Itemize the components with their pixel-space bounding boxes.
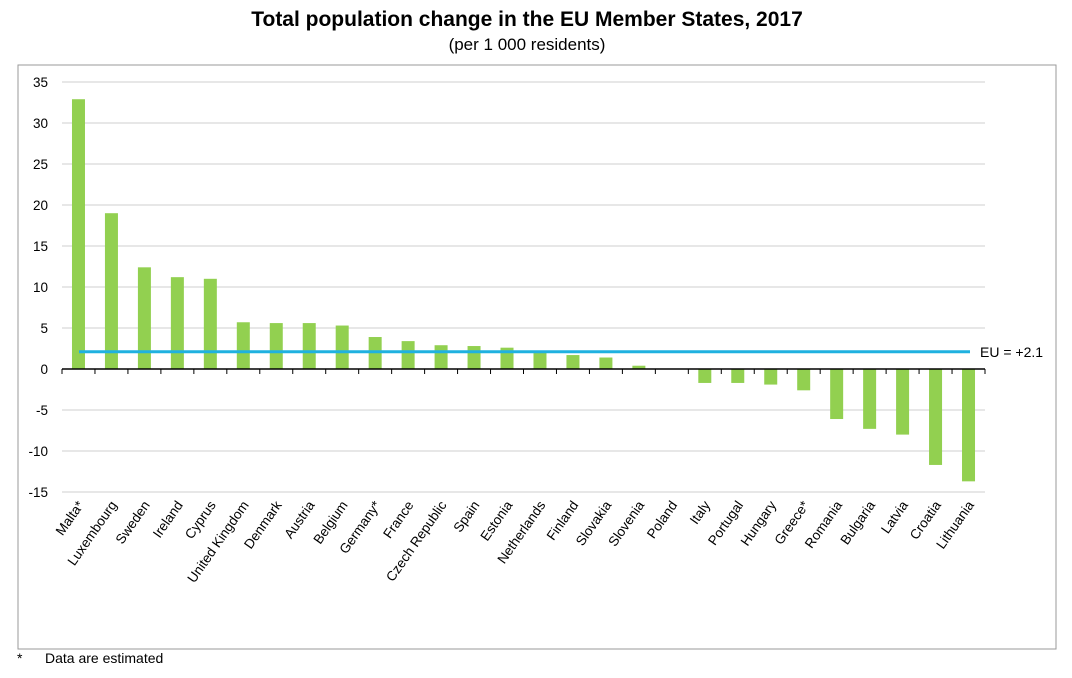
bar: [104, 213, 118, 369]
bar: [632, 365, 646, 369]
y-tick-label: 25: [33, 157, 48, 172]
bar: [170, 277, 184, 369]
chart-title: Total population change in the EU Member…: [251, 8, 803, 31]
bar: [929, 369, 943, 465]
chart-subtitle: (per 1 000 residents): [448, 35, 606, 54]
footnote-mark: *: [17, 650, 23, 666]
bar: [236, 322, 250, 369]
x-axis: [61, 368, 986, 374]
bar: [566, 355, 580, 369]
bar: [137, 267, 151, 369]
bar: [302, 323, 316, 369]
y-tick-label: 0: [40, 362, 48, 377]
bar: [698, 369, 712, 383]
footnote: * Data are estimated: [17, 650, 163, 666]
bar: [863, 369, 877, 429]
category-label: Malta*: [53, 498, 88, 539]
y-tick-label: 15: [33, 239, 48, 254]
eu-reference: EU = +2.1: [79, 344, 1043, 360]
y-tick-label: 35: [33, 75, 48, 90]
bar: [830, 369, 844, 420]
bars: [71, 99, 976, 482]
bar: [599, 357, 613, 369]
bar: [335, 325, 349, 369]
bar: [203, 278, 217, 369]
category-label: Czech Republic: [383, 498, 450, 584]
category-labels: Malta*LuxembourgSwedenIrelandCyprusUnite…: [53, 498, 978, 586]
category-label: Bulgaria: [837, 498, 878, 548]
bar: [896, 369, 910, 435]
bar: [533, 351, 547, 369]
y-tick-label: -5: [36, 403, 48, 418]
bar: [401, 341, 415, 369]
y-tick-label: -15: [28, 485, 48, 500]
plot-frame: [17, 64, 1057, 650]
bar: [797, 369, 811, 391]
bar: [269, 323, 283, 369]
bar: [467, 346, 481, 369]
bar: [731, 369, 745, 383]
bar: [764, 369, 778, 385]
category-label: Sweden: [113, 498, 153, 547]
y-tick-label: -10: [28, 444, 48, 459]
y-axis-ticks: 35 30 25 20 15 10 5 0 -5 -10 -15: [28, 75, 48, 500]
y-tick-label: 20: [33, 198, 48, 213]
y-tick-label: 30: [33, 116, 48, 131]
footnote-text: Data are estimated: [45, 650, 164, 666]
bar: [434, 345, 448, 369]
eu-average-label: EU = +2.1: [980, 344, 1043, 360]
category-label: Poland: [644, 498, 680, 541]
category-label: Ireland: [150, 498, 186, 540]
bar: [962, 369, 976, 482]
category-label: Italy: [687, 498, 714, 527]
category-label: Latvia: [878, 498, 911, 537]
bar: [71, 99, 85, 369]
y-tick-label: 10: [33, 280, 48, 295]
gridlines: [62, 81, 985, 493]
category-label: Spain: [450, 498, 482, 535]
y-tick-label: 5: [40, 321, 48, 336]
